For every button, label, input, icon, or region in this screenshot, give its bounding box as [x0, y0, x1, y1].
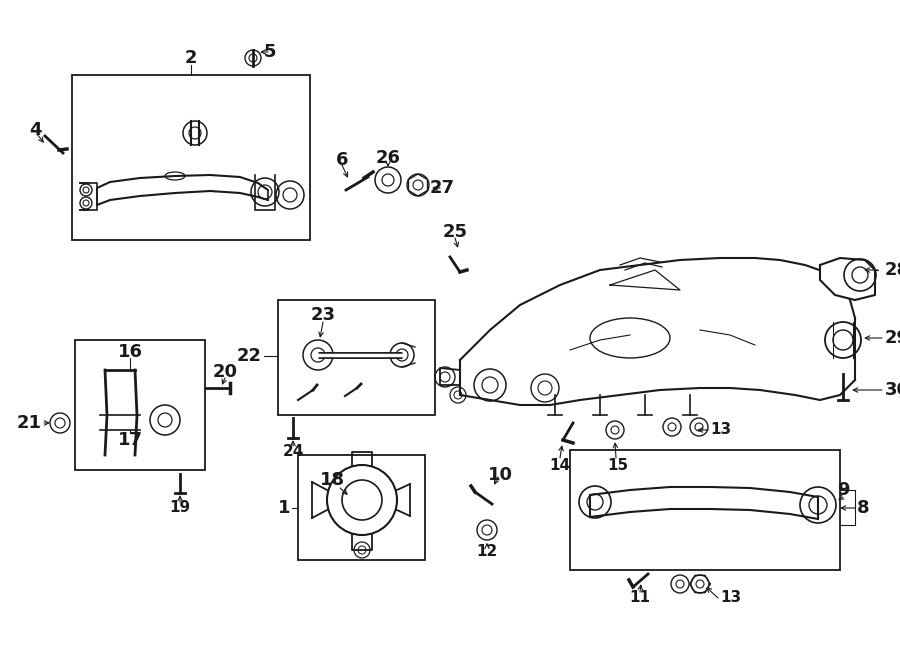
- Text: 21: 21: [17, 414, 42, 432]
- Polygon shape: [820, 258, 875, 300]
- Text: 28: 28: [885, 261, 900, 279]
- Text: 24: 24: [283, 444, 303, 459]
- Text: 13: 13: [720, 590, 741, 605]
- Text: 17: 17: [118, 431, 142, 449]
- Text: 6: 6: [336, 151, 348, 169]
- Text: 25: 25: [443, 223, 467, 241]
- Text: 13: 13: [710, 422, 731, 438]
- Text: 8: 8: [857, 499, 869, 517]
- Text: 18: 18: [320, 471, 345, 489]
- Text: 22: 22: [237, 347, 262, 365]
- Text: 10: 10: [488, 466, 512, 484]
- Text: 15: 15: [608, 457, 628, 473]
- Text: 20: 20: [212, 363, 238, 381]
- Bar: [75, 340, 205, 470]
- Bar: [278, 300, 435, 415]
- Text: 29: 29: [885, 329, 900, 347]
- Text: 4: 4: [29, 121, 41, 139]
- Text: 11: 11: [629, 590, 651, 605]
- Text: 27: 27: [429, 179, 454, 197]
- Text: 12: 12: [476, 545, 498, 559]
- Bar: [72, 75, 310, 240]
- Text: 14: 14: [549, 457, 571, 473]
- Text: 9: 9: [837, 481, 850, 499]
- Text: 16: 16: [118, 343, 142, 361]
- Text: 19: 19: [169, 500, 191, 516]
- Bar: [298, 455, 425, 560]
- Text: 30: 30: [885, 381, 900, 399]
- Bar: [570, 450, 840, 570]
- Text: 5: 5: [264, 43, 276, 61]
- Text: 2: 2: [184, 49, 197, 67]
- Text: 26: 26: [375, 149, 401, 167]
- Text: 23: 23: [310, 306, 336, 324]
- Text: 1: 1: [277, 499, 290, 517]
